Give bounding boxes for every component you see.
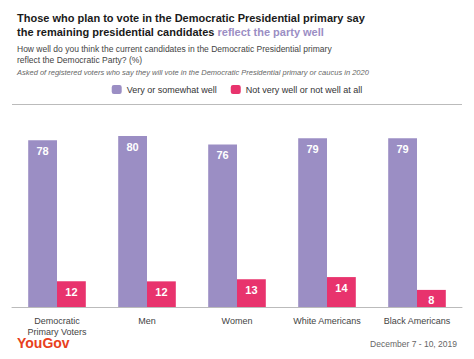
svg-text:8: 8 — [428, 294, 434, 306]
svg-text:79: 79 — [396, 143, 408, 155]
svg-text:13: 13 — [245, 284, 257, 296]
svg-text:Those who plan to vote in the: Those who plan to vote in the Democratic… — [17, 12, 366, 24]
svg-text:reflect the Democratic Party?: reflect the Democratic Party? (%) — [17, 55, 142, 65]
svg-text:reflect the party well: reflect the party well — [217, 26, 323, 38]
svg-text:Primary Voters: Primary Voters — [27, 326, 87, 337]
svg-text:78: 78 — [36, 145, 48, 157]
svg-text:80: 80 — [126, 141, 138, 153]
svg-text:Not very well or not well at a: Not very well or not well at all — [246, 85, 363, 95]
svg-text:12: 12 — [155, 286, 167, 298]
svg-text:Women: Women — [222, 316, 253, 326]
svg-text:79: 79 — [306, 143, 318, 155]
svg-text:Black Americans: Black Americans — [384, 316, 451, 326]
svg-text:the remaining presidential can: the remaining presidential candidates — [17, 26, 218, 38]
svg-text:Men: Men — [138, 316, 156, 326]
svg-text:How well do you think the curr: How well do you think the current candid… — [17, 44, 332, 54]
svg-text:YouGov: YouGov — [17, 335, 70, 351]
svg-text:12: 12 — [65, 286, 77, 298]
svg-text:Democratic: Democratic — [34, 316, 80, 326]
svg-text:Asked of registered voters who: Asked of registered voters who say they … — [16, 68, 370, 77]
svg-text:14: 14 — [335, 282, 348, 294]
svg-text:December 7 - 10, 2019: December 7 - 10, 2019 — [370, 339, 457, 349]
svg-text:Very or somewhat well: Very or somewhat well — [127, 85, 217, 95]
svg-text:76: 76 — [216, 149, 228, 161]
svg-text:White Americans: White Americans — [293, 316, 361, 326]
